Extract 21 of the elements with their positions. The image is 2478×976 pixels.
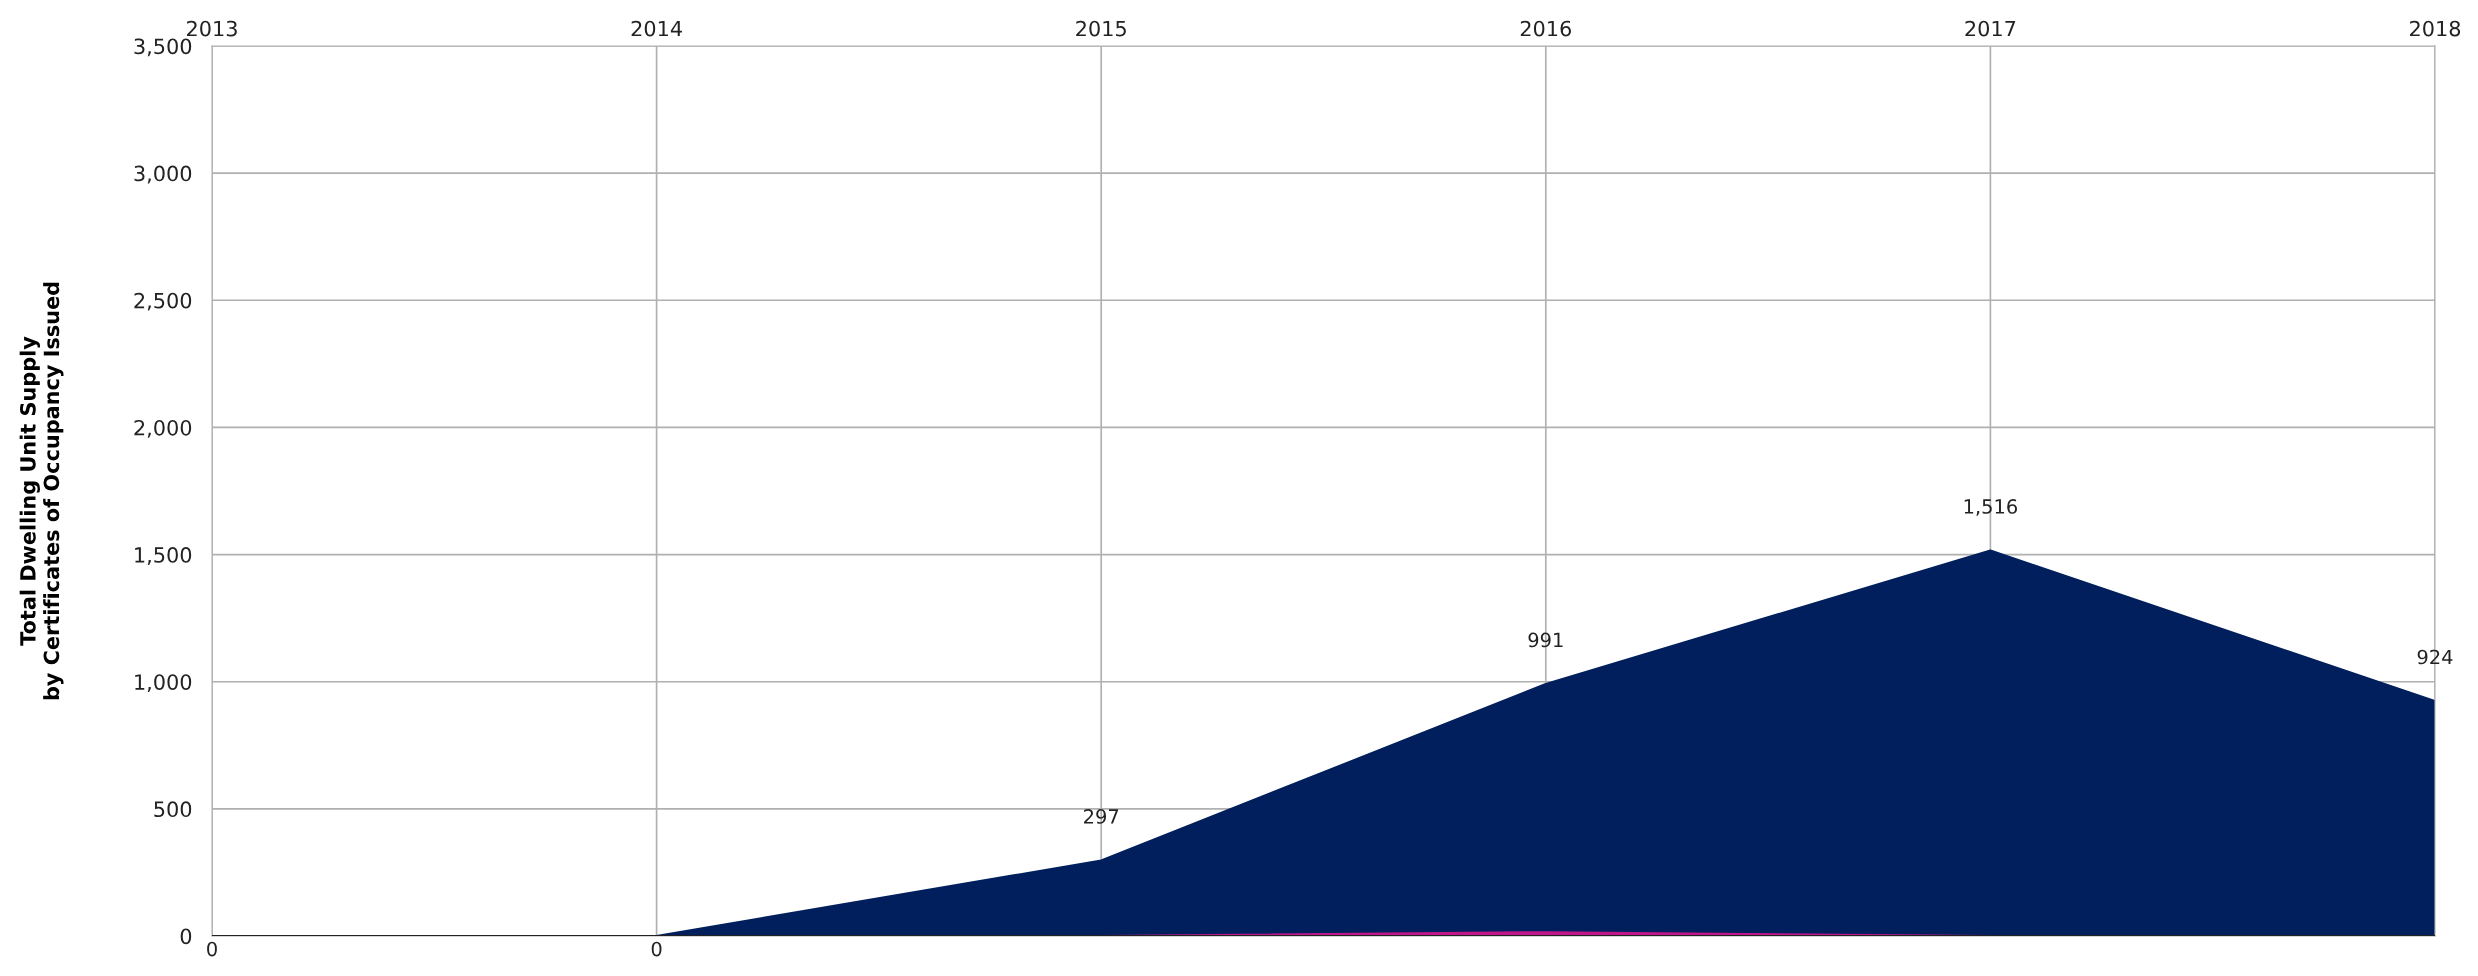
data-label: 0 [207, 941, 217, 957]
x-tick-label: 2015 [1076, 20, 1126, 37]
y-tick-label: 1,500 [135, 547, 192, 565]
x-tick-label: 2017 [1965, 20, 2016, 37]
y-tick-label: 3,500 [134, 38, 192, 57]
y-tick-label: 0 [180, 928, 192, 945]
y-tick-label: 3,000 [134, 165, 192, 184]
data-label: 924 [2417, 649, 2453, 665]
x-tick-label: 2016 [1520, 20, 1571, 37]
y-tick-label: 2,500 [134, 292, 192, 311]
x-tick-label: 2014 [631, 20, 682, 37]
y-axis-title: Total Dwelling Unit Supply by Certificates of Occupancy Issued [19, 282, 64, 700]
data-label: 0 [651, 941, 662, 957]
y-tick-label: 500 [154, 801, 192, 818]
data-label: 991 [1528, 632, 1563, 648]
y-tick-label: 2,000 [134, 419, 192, 438]
x-tick-label: 2018 [2410, 20, 2461, 37]
y-tick-label: 1,000 [135, 674, 192, 693]
data-label: 1,516 [1964, 499, 2018, 516]
x-tick-label: 2013 [187, 20, 237, 37]
data-label: 297 [1084, 809, 1119, 824]
